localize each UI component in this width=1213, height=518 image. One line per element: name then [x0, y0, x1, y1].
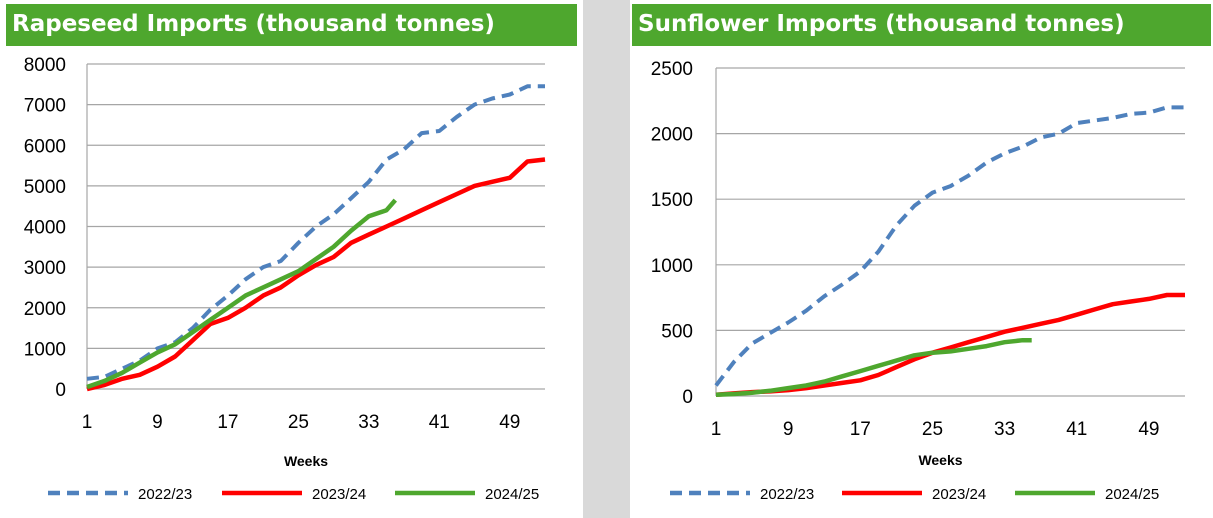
x-axis-label: Weeks — [918, 452, 962, 468]
x-tick-label: 33 — [994, 419, 1015, 440]
series-line-2024-25 — [86, 198, 397, 390]
rapeseed-chart-title: Rapeseed Imports (thousand tonnes) — [6, 4, 577, 46]
y-tick-label: 5000 — [24, 177, 66, 198]
x-tick-label: 41 — [429, 412, 450, 433]
y-tick-label: 7000 — [24, 96, 66, 117]
y-tick-label: 2000 — [24, 299, 66, 320]
legend-label: 2022/23 — [138, 486, 192, 503]
legend-label: 2022/23 — [760, 486, 814, 503]
x-tick-label: 1 — [711, 419, 722, 440]
x-tick-label: 49 — [1138, 419, 1159, 440]
series-line-2022-23 — [86, 84, 545, 381]
legend-label: 2023/24 — [932, 486, 986, 503]
x-tick-label: 25 — [288, 412, 309, 433]
y-tick-label: 8000 — [24, 55, 66, 76]
sunflower-chart-title: Sunflower Imports (thousand tonnes) — [632, 4, 1211, 46]
legend-label: 2024/25 — [1105, 486, 1159, 503]
y-tick-label: 1000 — [651, 256, 693, 277]
series-line-2024-25 — [715, 337, 1032, 397]
series-line-2022-23 — [714, 105, 1185, 387]
x-tick-label: 9 — [783, 419, 794, 440]
y-tick-label: 2000 — [651, 125, 693, 146]
y-tick-label: 2500 — [651, 59, 693, 80]
rapeseed-chart: 0 1000 2000 3000 4000 5000 6000 7000 8000 1 9 17 25 3… — [24, 55, 546, 503]
rapeseed-panel: Rapeseed Imports (thousand tonnes) 0 1000… — [0, 0, 583, 518]
y-tick-label: 0 — [55, 380, 66, 401]
sunflower-panel: Sunflower Imports (thousand tonnes) 0 500… — [630, 0, 1213, 518]
sunflower-chart: 0 500 1000 1500 2000 2500 1 9 17 25 33 41 49 Weeks 202… — [651, 59, 1185, 503]
y-tick-label: 0 — [682, 387, 693, 408]
x-tick-label: 9 — [152, 412, 163, 433]
x-tick-label: 1 — [82, 412, 93, 433]
y-tick-label: 6000 — [24, 136, 66, 157]
x-tick-label: 25 — [922, 419, 943, 440]
series-line-2023-24 — [715, 292, 1185, 397]
legend-label: 2024/25 — [485, 486, 539, 503]
y-tick-label: 3000 — [24, 258, 66, 279]
y-tick-label: 1500 — [651, 190, 693, 211]
y-tick-label: 1000 — [24, 339, 66, 360]
x-tick-label: 49 — [499, 412, 520, 433]
series-line-2023-24 — [86, 157, 546, 392]
x-axis-label: Weeks — [284, 453, 328, 469]
x-tick-label: 33 — [358, 412, 379, 433]
x-tick-label: 17 — [850, 419, 871, 440]
y-tick-label: 500 — [661, 321, 693, 342]
legend-label: 2023/24 — [312, 486, 366, 503]
x-tick-label: 17 — [217, 412, 238, 433]
x-tick-label: 41 — [1066, 419, 1087, 440]
y-tick-label: 4000 — [24, 218, 66, 239]
